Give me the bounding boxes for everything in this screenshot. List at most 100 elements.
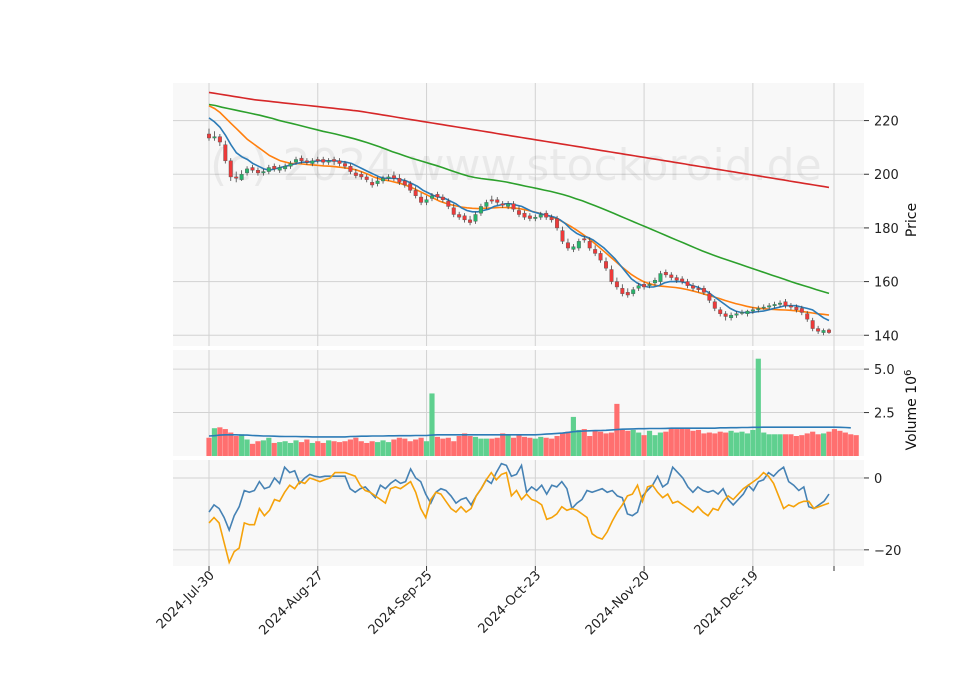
candle-body <box>696 288 701 290</box>
candle-body <box>326 160 331 163</box>
volume-average-line <box>208 426 851 438</box>
volume-bar <box>804 433 810 456</box>
candle-body <box>435 194 440 198</box>
volume-bar <box>347 439 353 456</box>
candle-body <box>299 157 304 162</box>
candle-body <box>750 309 755 312</box>
candle-body <box>408 183 413 191</box>
volume-bar <box>489 438 495 456</box>
volume-bar <box>244 439 250 456</box>
volume-bar <box>668 428 674 456</box>
x-tick-label: 2024-Dec-19 <box>692 568 762 638</box>
volume-bar <box>472 436 479 456</box>
volume-bar <box>320 442 326 456</box>
candle-body <box>778 302 783 305</box>
candle-body <box>462 215 467 221</box>
volume-bar <box>255 441 261 456</box>
volume-bar <box>842 432 848 456</box>
candle-body <box>642 284 647 288</box>
y-tick-label: 220 <box>874 115 899 130</box>
volume-bar <box>336 442 343 456</box>
volume-bar <box>277 442 283 456</box>
candle-body <box>250 167 255 171</box>
candle-body <box>827 329 831 333</box>
candle-body <box>517 210 521 215</box>
candle-body <box>348 165 353 172</box>
candle-body <box>680 278 685 282</box>
candle-body <box>506 203 511 207</box>
volume-bar <box>239 434 245 456</box>
volume-bar <box>636 432 642 456</box>
candle-body <box>424 199 429 203</box>
candle-body <box>315 159 320 162</box>
volume-bar <box>777 434 783 456</box>
volume-bar <box>538 436 544 456</box>
candle-body <box>397 178 402 183</box>
volume-bar <box>309 442 315 456</box>
candle-body <box>549 216 554 221</box>
x-tick-label: 2024-Sep-25 <box>366 568 436 638</box>
volume-bar <box>462 433 468 456</box>
volume-bar <box>663 431 669 456</box>
candle-body <box>228 160 233 178</box>
volume-bar <box>380 440 386 456</box>
volume-bar <box>565 431 571 456</box>
candle-body <box>364 176 369 180</box>
volume-bar <box>505 434 511 456</box>
candle-body <box>794 306 799 310</box>
volume-bar <box>396 437 402 456</box>
volume-bar <box>766 434 772 456</box>
volume-bar <box>820 433 827 456</box>
volume-bar <box>429 393 435 456</box>
volume-bar <box>391 439 397 456</box>
volume-bar <box>685 429 691 456</box>
candle-body <box>707 293 712 301</box>
volume-bar <box>543 437 549 456</box>
candle-body <box>663 271 668 276</box>
volume-bar <box>385 442 392 456</box>
candle-body <box>658 273 663 282</box>
volume-bar <box>423 441 430 456</box>
volume-bar <box>570 416 576 456</box>
volume-bar <box>456 436 462 456</box>
candle-body <box>604 261 608 269</box>
volume-bar <box>657 432 663 456</box>
candle-body <box>332 159 337 162</box>
candle-body <box>767 305 772 308</box>
oscillator-line <box>208 471 830 565</box>
candle-body <box>783 301 788 306</box>
candle-body <box>625 292 630 296</box>
candle-body <box>495 199 500 203</box>
candle-body <box>555 218 560 229</box>
volume-layer <box>206 358 859 456</box>
volume-bar <box>369 441 375 456</box>
candle-body <box>342 163 347 167</box>
volume-bar <box>233 436 239 456</box>
y-tick-label: 160 <box>874 276 899 291</box>
volume-bar <box>695 429 702 456</box>
volume-bar <box>260 440 266 456</box>
volume-bar <box>826 431 832 456</box>
candle-body <box>587 241 592 249</box>
volume-bar <box>467 436 473 456</box>
candle-body <box>484 202 489 207</box>
x-tick-label: 2024-Jul-30 <box>154 568 218 632</box>
volume-exponent: 6 <box>903 370 914 376</box>
candle-body <box>533 216 538 219</box>
price-ma-line <box>208 91 830 189</box>
candle-body <box>788 305 793 308</box>
candle-body <box>353 172 358 176</box>
candle-body <box>631 289 636 294</box>
candle-body <box>609 269 614 282</box>
volume-bar <box>810 431 816 456</box>
volume-bar <box>304 439 310 456</box>
volume-bar <box>837 430 843 456</box>
y-tick-label: 5.0 <box>874 363 895 378</box>
y-tick-label: 140 <box>874 329 899 344</box>
candle-body <box>723 313 728 317</box>
candle-body <box>419 196 424 203</box>
volume-bar <box>793 436 799 456</box>
candle-body <box>440 196 445 200</box>
y-tick-label: −20 <box>874 544 901 559</box>
volume-bar <box>761 432 767 456</box>
